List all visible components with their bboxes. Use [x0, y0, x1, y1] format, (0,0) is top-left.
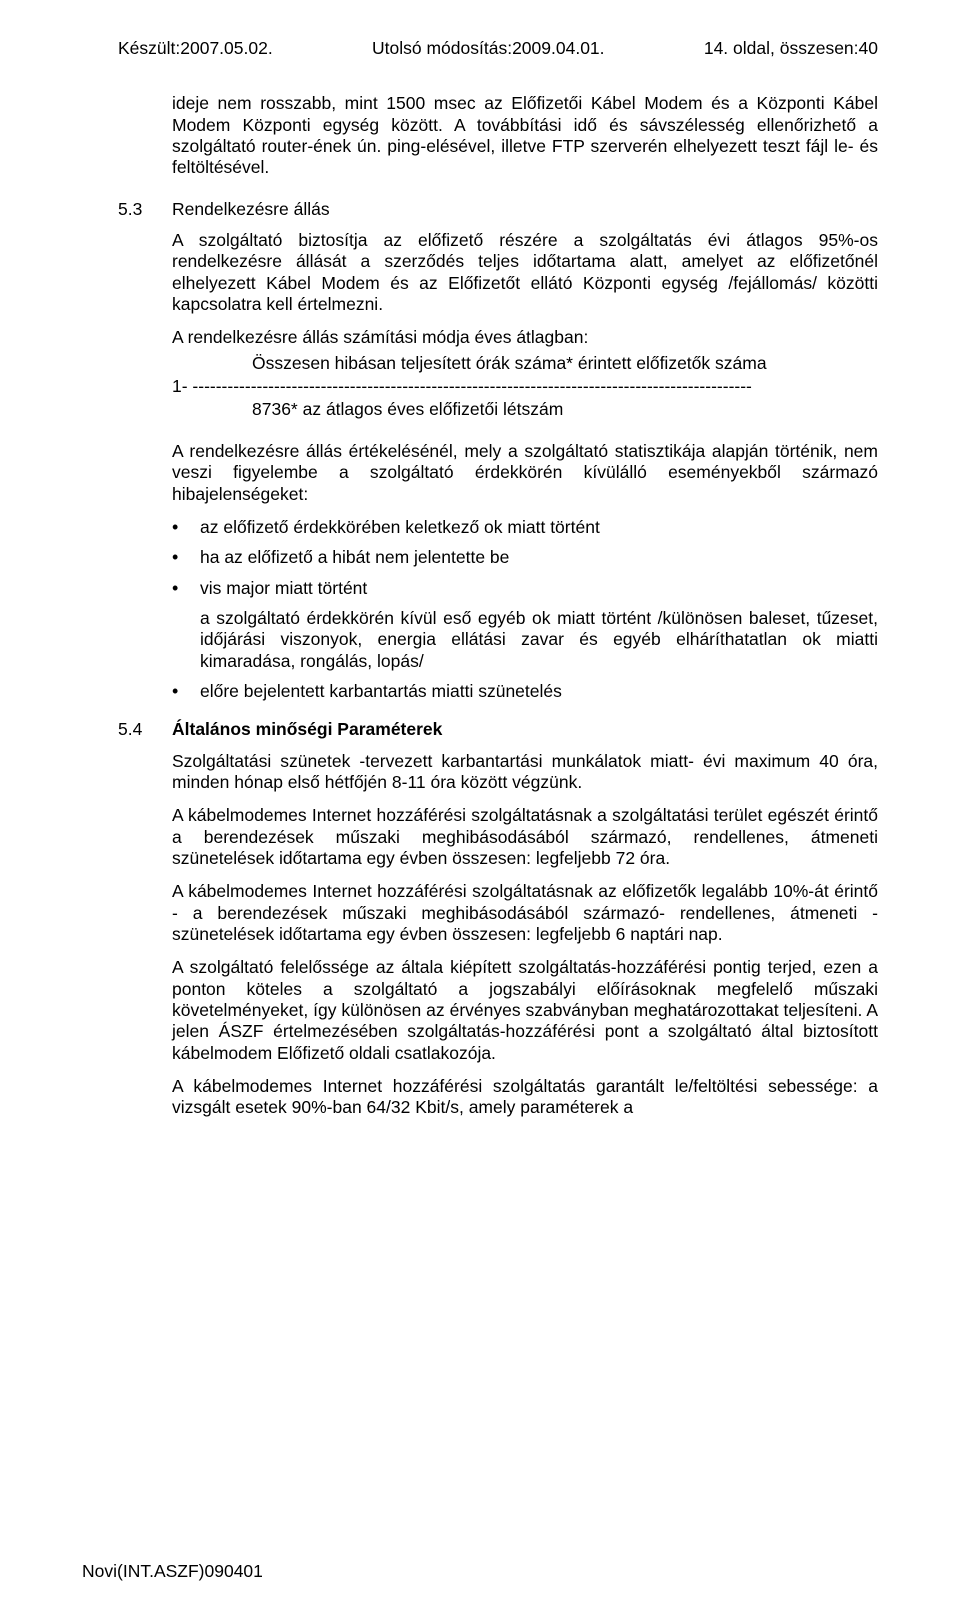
- s53-p3: A rendelkezésre állás értékelésénél, mel…: [172, 441, 878, 505]
- header-left: Készült:2007.05.02.: [118, 38, 273, 59]
- list-item: az előfizető érdekkörében keletkező ok m…: [172, 517, 878, 538]
- section-54-number: 5.4: [118, 719, 172, 740]
- s53-sub-paragraph: a szolgáltató érdekkörén kívül eső egyéb…: [200, 608, 878, 672]
- list-item: ha az előfizető a hibát nem jelentette b…: [172, 547, 878, 568]
- s53-bullet-list-2: előre bejelentett karbantartás miatti sz…: [172, 681, 878, 702]
- s53-p2: A rendelkezésre állás számítási módja év…: [172, 327, 878, 348]
- calc-numerator: Összesen hibásan teljesített órák száma*…: [252, 353, 878, 374]
- s54-p3: A kábelmodemes Internet hozzáférési szol…: [172, 881, 878, 945]
- intro-paragraph: ideje nem rosszabb, mint 1500 msec az El…: [172, 93, 878, 178]
- section-53-heading: 5.3 Rendelkezésre állás: [118, 199, 878, 220]
- s54-p2: A kábelmodemes Internet hozzáférési szol…: [172, 805, 878, 869]
- section-54-heading: 5.4 Általános minőségi Paraméterek: [118, 719, 878, 740]
- calc-denominator: 8736* az átlagos éves előfizetői létszám: [252, 399, 878, 420]
- section-54-title: Általános minőségi Paraméterek: [172, 719, 442, 740]
- s54-p4: A szolgáltató felelőssége az általa kiép…: [172, 957, 878, 1064]
- s53-bullet-list: az előfizető érdekkörében keletkező ok m…: [172, 517, 878, 599]
- s54-p5: A kábelmodemes Internet hozzáférési szol…: [172, 1076, 878, 1119]
- list-item: vis major miatt történt: [172, 578, 878, 599]
- header-center: Utolsó módosítás:2009.04.01.: [372, 38, 605, 59]
- page-header: Készült:2007.05.02. Utolsó módosítás:200…: [118, 38, 878, 59]
- s54-p1: Szolgáltatási szünetek -tervezett karban…: [172, 751, 878, 794]
- section-53-title: Rendelkezésre állás: [172, 199, 330, 220]
- calc-divider: 1- -------------------------------------…: [172, 376, 878, 397]
- list-item: előre bejelentett karbantartás miatti sz…: [172, 681, 878, 702]
- section-53-number: 5.3: [118, 199, 172, 220]
- calculation-block: Összesen hibásan teljesített órák száma*…: [172, 353, 878, 421]
- header-right: 14. oldal, összesen:40: [704, 38, 878, 59]
- s53-p1: A szolgáltató biztosítja az előfizető ré…: [172, 230, 878, 315]
- page-footer: Novi(INT.ASZF)090401: [82, 1561, 263, 1582]
